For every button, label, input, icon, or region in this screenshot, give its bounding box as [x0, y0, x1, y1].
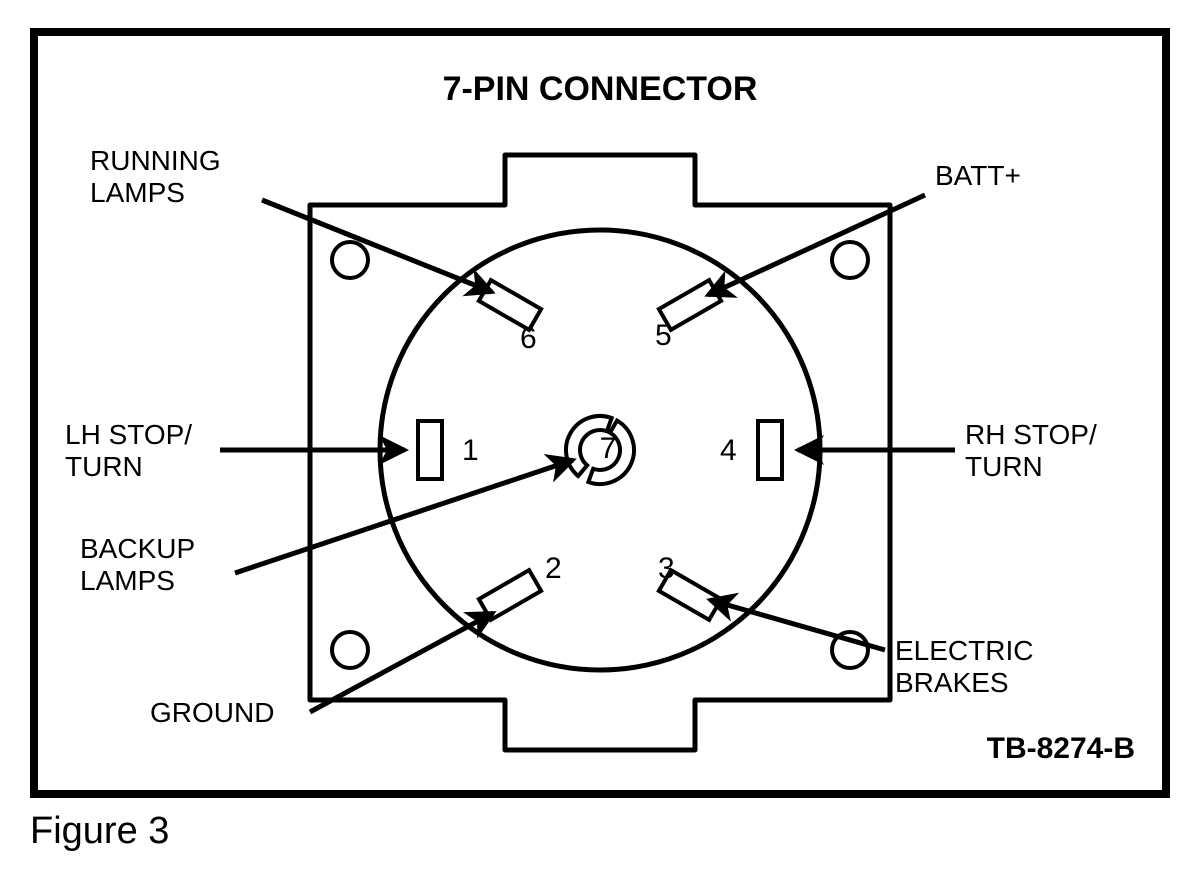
- pin-number-7: 7: [600, 432, 617, 465]
- label-backup-lamps: BACKUPLAMPS: [80, 533, 195, 596]
- label-pin-2: GROUND: [150, 697, 274, 728]
- mount-hole-3: [332, 632, 368, 668]
- pin-number-4: 4: [720, 434, 737, 467]
- label-pin-3: ELECTRICBRAKES: [895, 635, 1033, 698]
- pin-number-1: 1: [462, 434, 479, 467]
- figure-caption: Figure 3: [30, 810, 169, 853]
- pin-number-5: 5: [655, 319, 672, 352]
- pin-number-3: 3: [658, 552, 675, 585]
- part-number: TB-8274-B: [987, 732, 1135, 765]
- mount-hole-2: [832, 242, 868, 278]
- pin-slot-4: [758, 421, 782, 479]
- label-pin-1: LH STOP/TURN: [65, 419, 192, 482]
- pin-number-6: 6: [520, 322, 537, 355]
- label-pin-6: RUNNINGLAMPS: [90, 145, 221, 208]
- connector-diagram: 1 2 3 4 5 6 7 LH STOP/TURN GROUND ELECTRICBRAKES R…: [0, 0, 1202, 870]
- pin-number-2: 2: [545, 552, 562, 585]
- diagram-title: 7-PIN CONNECTOR: [443, 70, 758, 108]
- label-pin-5: BATT+: [935, 160, 1021, 191]
- pin-slot-1: [418, 421, 442, 479]
- mount-hole-1: [332, 242, 368, 278]
- label-pin-4: RH STOP/TURN: [965, 419, 1097, 482]
